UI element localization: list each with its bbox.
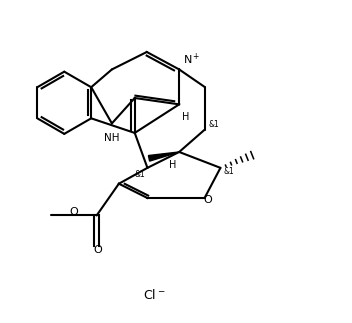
Text: N$^+$: N$^+$: [183, 52, 201, 67]
Text: H: H: [182, 112, 189, 122]
Text: &1: &1: [134, 170, 145, 179]
Text: &1: &1: [224, 167, 234, 176]
Polygon shape: [149, 152, 179, 161]
Text: O: O: [203, 195, 212, 205]
Text: O: O: [93, 245, 102, 255]
Text: H: H: [169, 160, 176, 170]
Text: &1: &1: [208, 120, 219, 129]
Text: Cl$^-$: Cl$^-$: [143, 288, 165, 302]
Text: O: O: [69, 207, 78, 217]
Text: NH: NH: [104, 133, 120, 143]
